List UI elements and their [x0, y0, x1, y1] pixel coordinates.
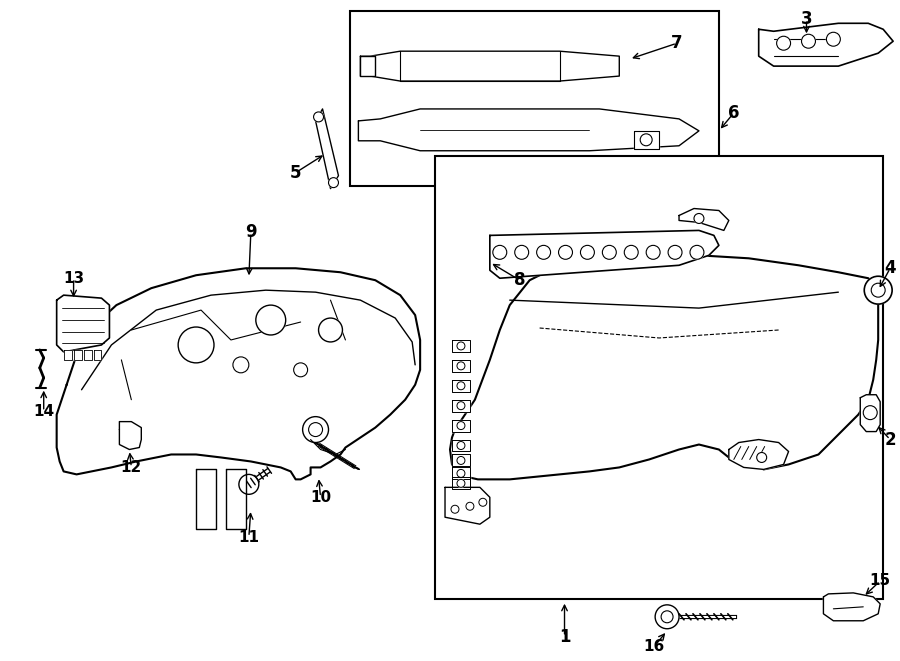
- Circle shape: [646, 245, 660, 259]
- Circle shape: [293, 363, 308, 377]
- Circle shape: [864, 276, 892, 304]
- Bar: [350, 11, 719, 186]
- Circle shape: [515, 245, 528, 259]
- Text: 2: 2: [885, 430, 896, 449]
- Circle shape: [536, 245, 551, 259]
- Circle shape: [302, 416, 328, 442]
- Polygon shape: [360, 56, 375, 76]
- Circle shape: [493, 245, 507, 259]
- Circle shape: [802, 34, 815, 48]
- Polygon shape: [452, 467, 470, 479]
- Polygon shape: [64, 350, 72, 360]
- Circle shape: [457, 479, 465, 487]
- Polygon shape: [452, 360, 470, 372]
- Circle shape: [319, 318, 343, 342]
- Circle shape: [451, 505, 459, 513]
- Polygon shape: [452, 455, 470, 467]
- Circle shape: [233, 357, 248, 373]
- Polygon shape: [729, 440, 788, 469]
- Text: 3: 3: [801, 11, 813, 28]
- Text: 6: 6: [728, 104, 740, 122]
- Polygon shape: [634, 131, 659, 149]
- Circle shape: [625, 245, 638, 259]
- Polygon shape: [452, 440, 470, 451]
- Text: 1: 1: [559, 628, 571, 646]
- Text: 15: 15: [869, 574, 891, 588]
- Circle shape: [690, 245, 704, 259]
- Polygon shape: [196, 469, 216, 529]
- Circle shape: [309, 422, 322, 436]
- Polygon shape: [57, 268, 420, 479]
- Text: 9: 9: [245, 223, 256, 241]
- Circle shape: [668, 245, 682, 259]
- Text: 10: 10: [310, 490, 331, 505]
- Circle shape: [863, 406, 878, 420]
- Circle shape: [457, 422, 465, 430]
- Text: 11: 11: [238, 529, 259, 545]
- Circle shape: [466, 502, 474, 510]
- Polygon shape: [450, 255, 878, 479]
- Circle shape: [457, 469, 465, 477]
- Text: 13: 13: [63, 271, 85, 286]
- Circle shape: [457, 457, 465, 465]
- Circle shape: [457, 362, 465, 370]
- Circle shape: [559, 245, 572, 259]
- Circle shape: [662, 611, 673, 623]
- Circle shape: [178, 327, 214, 363]
- Polygon shape: [316, 109, 338, 188]
- Text: 12: 12: [121, 460, 142, 475]
- Polygon shape: [860, 395, 880, 432]
- Circle shape: [757, 453, 767, 463]
- Circle shape: [256, 305, 285, 335]
- Polygon shape: [452, 420, 470, 432]
- Circle shape: [457, 402, 465, 410]
- Circle shape: [238, 475, 259, 494]
- Polygon shape: [120, 422, 141, 449]
- Polygon shape: [452, 477, 470, 489]
- Text: 5: 5: [290, 164, 302, 182]
- Polygon shape: [759, 23, 893, 66]
- Circle shape: [457, 442, 465, 449]
- Text: 16: 16: [644, 639, 665, 654]
- Circle shape: [777, 36, 790, 50]
- Polygon shape: [452, 380, 470, 392]
- Polygon shape: [226, 469, 246, 529]
- Polygon shape: [57, 295, 110, 352]
- Text: 4: 4: [885, 259, 896, 277]
- Polygon shape: [452, 340, 470, 352]
- Circle shape: [655, 605, 679, 629]
- Polygon shape: [445, 487, 490, 524]
- Text: 7: 7: [671, 34, 683, 52]
- Text: 8: 8: [514, 271, 526, 290]
- Polygon shape: [94, 350, 102, 360]
- Circle shape: [580, 245, 594, 259]
- Bar: [435, 156, 883, 599]
- Circle shape: [328, 178, 338, 188]
- Polygon shape: [360, 51, 619, 81]
- Circle shape: [694, 214, 704, 223]
- Polygon shape: [824, 593, 880, 621]
- Circle shape: [871, 283, 886, 297]
- Polygon shape: [490, 231, 719, 278]
- Polygon shape: [84, 350, 92, 360]
- Polygon shape: [679, 208, 729, 231]
- Circle shape: [826, 32, 841, 46]
- Circle shape: [479, 498, 487, 506]
- Circle shape: [457, 342, 465, 350]
- Polygon shape: [74, 350, 82, 360]
- Circle shape: [640, 134, 652, 146]
- Polygon shape: [452, 400, 470, 412]
- Circle shape: [457, 382, 465, 390]
- Circle shape: [602, 245, 616, 259]
- Polygon shape: [358, 109, 699, 151]
- Text: 14: 14: [33, 404, 54, 419]
- Circle shape: [313, 112, 323, 122]
